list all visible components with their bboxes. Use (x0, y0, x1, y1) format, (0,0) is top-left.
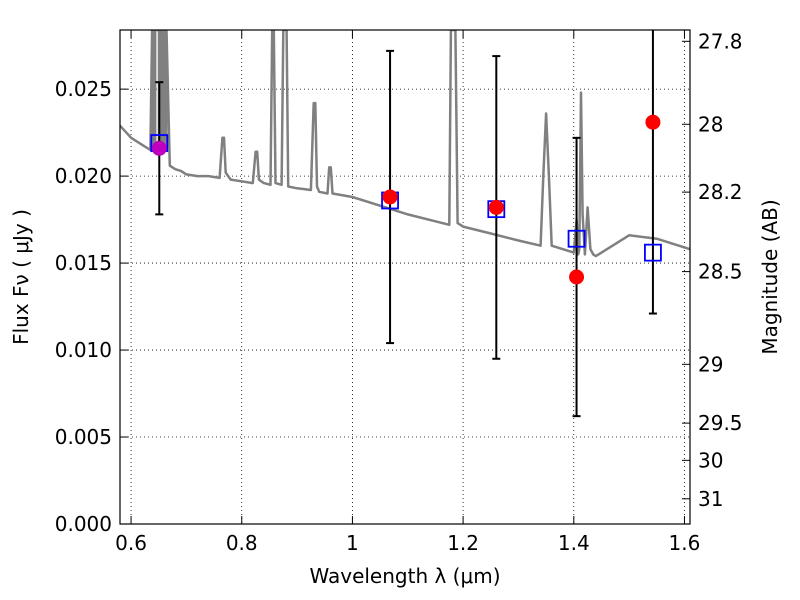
plot-frame (119, 29, 691, 525)
observed-point (645, 114, 661, 130)
y-right-tick-label: 28 (698, 112, 723, 136)
y-axis-title: Flux Fν ( μJy ) (9, 209, 33, 345)
x-tick-label: 0.6 (115, 531, 147, 555)
model-photometry-point (644, 243, 662, 262)
y-tick-label: 0.020 (55, 164, 112, 188)
y-tick-label: 0.010 (55, 338, 112, 362)
x-tick-label: 0.8 (226, 531, 258, 555)
y-right-tick-label: 27.8 (698, 29, 743, 53)
x-tick-label: 1 (346, 531, 359, 555)
y-right-tick-label: 30 (698, 448, 723, 472)
x-tick-label: 1.2 (447, 531, 479, 555)
y-right-tick-label: 31 (698, 487, 723, 511)
y-axis-right: 27.8 28 28.2 28.5 29 29.5 30 31 (682, 29, 743, 511)
observed-point (488, 199, 504, 215)
y-axis-right-title: Magnitude (AB) (758, 199, 782, 354)
x-axis: 0.6 0.8 1 1.2 1.4 1.6 (115, 30, 700, 555)
y-tick-label: 0.000 (55, 512, 112, 536)
model-photometry-point (567, 229, 586, 248)
plot-area (120, 30, 690, 418)
y-axis: 0.000 0.005 0.010 0.015 0.020 0.025 (55, 77, 128, 536)
y-right-tick-label: 28.5 (698, 260, 743, 284)
grid-lines (120, 30, 690, 524)
y-tick-label: 0.015 (55, 251, 112, 275)
observed-point (382, 189, 398, 205)
y-tick-label: 0.005 (55, 425, 112, 449)
y-right-tick-label: 28.2 (698, 180, 743, 204)
model-spectrum-line (120, 30, 690, 258)
observed-point (569, 269, 585, 285)
x-tick-label: 1.6 (669, 531, 701, 555)
y-tick-label: 0.025 (55, 77, 112, 101)
x-tick-label: 1.4 (558, 531, 590, 555)
observed-point (151, 140, 167, 156)
x-axis-title: Wavelength λ (μm) (309, 564, 500, 588)
y-right-tick-label: 29 (698, 352, 723, 376)
y-right-tick-label: 29.5 (698, 411, 743, 435)
